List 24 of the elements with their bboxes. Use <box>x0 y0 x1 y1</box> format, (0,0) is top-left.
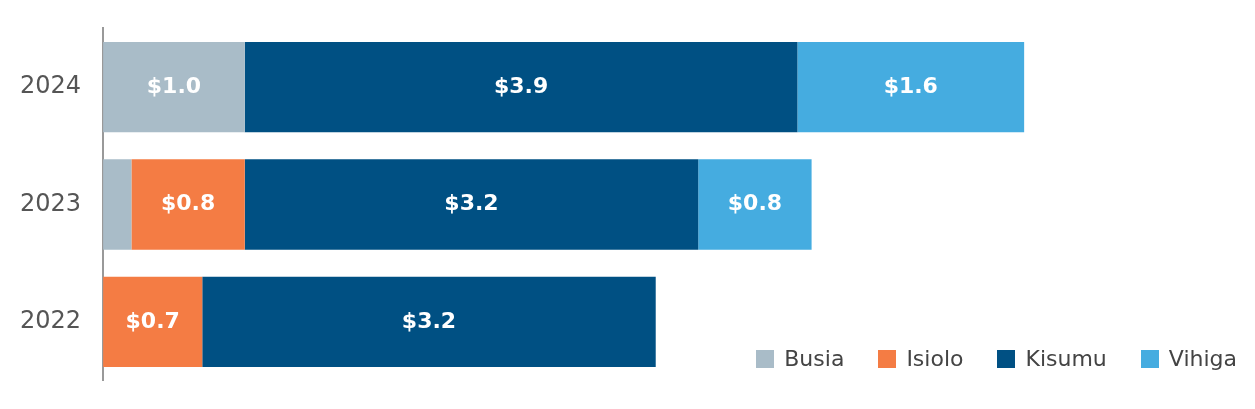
bar <box>244 41 798 133</box>
data-label: $0.8 <box>160 190 216 216</box>
legend-label: Isiolo <box>906 346 964 371</box>
bar <box>103 276 203 368</box>
y-tick-label: 2024 <box>20 71 82 100</box>
bar <box>797 41 1025 133</box>
bar <box>131 159 245 250</box>
data-label: $0.7 <box>125 307 180 333</box>
y-tick-label: 2022 <box>20 306 82 335</box>
legend-label: Busia <box>784 346 845 371</box>
legend-label: Kisumu <box>1025 346 1107 371</box>
bar <box>103 41 245 133</box>
data-label: $3.9 <box>493 72 549 98</box>
data-label: $1.6 <box>883 72 938 98</box>
data-label: $3.2 <box>401 307 457 333</box>
bar <box>698 159 812 250</box>
data-label: $1.0 <box>146 72 202 98</box>
bar <box>202 276 656 368</box>
bar <box>103 159 132 250</box>
legend-label: Vihiga <box>1168 346 1237 371</box>
data-label: $0.8 <box>727 190 783 216</box>
data-label: $3.2 <box>444 190 499 216</box>
bar <box>244 159 699 250</box>
y-tick-label: 2023 <box>20 188 82 217</box>
